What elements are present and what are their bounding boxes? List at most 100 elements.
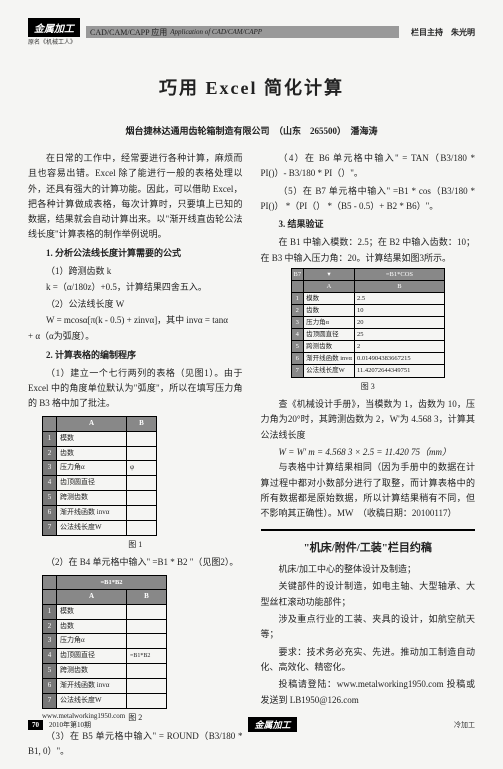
row-num: 7 [43,520,57,535]
footer-url: www.metalworking1950.com [42,712,125,720]
cell-label: 齿顶圆直径 [304,329,355,341]
intro-paragraph: 在日常的工作中，经常要进行各种计算，麻烦而且也容易出错。Excel 除了能进行一… [28,151,243,243]
cell-label: 齿顶圆直径 [57,476,127,491]
lookup-paragraph: 查《机械设计手册》，当模数为 1，齿数为 10，压力角为20°时，其跨测齿数为 … [261,397,476,443]
row-num: 3 [43,461,57,476]
cell-label: 齿数 [57,619,127,634]
row-num: 5 [43,491,57,506]
cell-label: 公法线长度W [57,520,127,535]
conclusion: 与表格中计算结果相同（因为手册中的数据在计算过程中都对小数部分进行了取整，而计算… [261,460,476,521]
cell-label: 跨测齿数 [57,491,127,506]
cell-label: 压力角α [57,634,127,649]
left-column: 在日常的工作中，经常要进行各种计算，麻烦而且也容易出错。Excel 除了能进行一… [28,151,243,761]
cfp-item: 关键部件的设计制造，如电主轴、大型轴承、大型丝杠滚动功能部件； [261,579,476,610]
two-column-body: 在日常的工作中，经常要进行各种计算，麻烦而且也容易出错。Excel 除了能进行一… [28,151,475,761]
cell-val [127,520,157,535]
row-num: 2 [291,305,304,317]
formula-bar: =B1*COS [354,269,444,281]
cell-label: 渐开线函数 invα [304,353,355,365]
brand: 金属加工 原名《机械工人》 [28,18,80,46]
cell-val: 2 [354,341,444,353]
step-1: （1）建立一个七行两列的表格（见图1）。由于 Excel 中的角度单位默认为"弧… [28,366,243,412]
divider [261,529,476,531]
row-num: 5 [291,341,304,353]
row-num: 3 [291,317,304,329]
cell-val [127,679,167,694]
cell-val [127,506,157,521]
logo: 金属加工 [28,18,80,37]
cell-val [127,619,167,634]
cell-val [127,634,167,649]
figure-2-table: =B1*B2 AB 1模数 2齿数 3压力角α 4齿顶圆直径=B1*B2 5跨测… [42,575,167,709]
footer-tail: 冷加工 [454,720,475,730]
step-3: （3）在 B5 单元格中输入" = ROUND（B3/180 * B1, 0）"… [28,729,243,760]
cell-label: 模数 [304,293,355,305]
row-num: 6 [43,679,57,694]
col-header-b: B [127,416,157,431]
section-label: CAD/CAM/CAPP 应用 [90,27,167,38]
cell-val: φ [127,461,157,476]
cell-label: 公法线长度W [304,365,355,377]
row-num: 5 [43,664,57,679]
figure-1-caption: 图 1 [28,538,243,552]
cell-label: 压力角α [304,317,355,329]
cell-label: 齿数 [57,446,127,461]
step-4: （4）在 B6 单元格中输入" = TAN（B3/180 * PI()）- B3… [261,151,476,182]
col-header-a: A [57,416,127,431]
page-header: 金属加工 原名《机械工人》 CAD/CAM/CAPP 应用 Applicatio… [28,18,475,46]
cell-val [127,491,157,506]
section-label-en: Application of CAD/CAM/CAPP [170,28,262,36]
row-num: 7 [43,694,57,709]
step-5: （5）在 B7 单元格中输入" =B1 * cos（B3/180 * PI()）… [261,184,476,215]
cell-label: 模数 [57,604,127,619]
row-num: 2 [43,619,57,634]
row-num: 2 [43,446,57,461]
row-num: 4 [43,649,57,664]
cfp-item: 涉及重点行业的工装、夹具的设计，如航空航天等； [261,612,476,643]
cell-label: 跨测齿数 [304,341,355,353]
verify-paragraph: 在 B1 中输入模数：2.5；在 B2 中输入齿数：10；在 B3 中输入压力角… [261,235,476,266]
cell-val [127,476,157,491]
right-column: （4）在 B6 单元格中输入" = TAN（B3/180 * PI()）- B3… [261,151,476,761]
cell-val: 11.42072644349751 [354,365,444,377]
logo-sub: 原名《机械工人》 [28,37,80,46]
cell-val: 10 [354,305,444,317]
cell-label: 公法线长度W [57,694,127,709]
cfp-contact: 投稿请登陆：www.metalworking1950.com 投稿或发送到 LB… [261,677,476,708]
cell-val: 0.014904383667215 [354,353,444,365]
row-num: 6 [291,353,304,365]
row-num: 1 [43,431,57,446]
cell-val [127,446,157,461]
row-num: 6 [43,506,57,521]
row-num: 3 [43,634,57,649]
cell-val: 2.5 [354,293,444,305]
page-number: 70 [28,720,43,730]
formula-k-label: （1）跨测齿数 k [28,264,243,279]
cell-val [127,664,167,679]
received-date: （收稿日期：20100117） [362,508,456,518]
cell-label: 渐开线函数 invα [57,679,127,694]
formula-w-cont: + α（α为弧度）。 [28,329,243,344]
article-title: 巧用 Excel 简化计算 [28,74,475,100]
section-bar: CAD/CAM/CAPP 应用 Application of CAD/CAM/C… [86,26,399,38]
cfp-item: 机床/加工中心的整体设计及制造； [261,562,476,577]
figure-3-table: B7▾=B1*COS AB 1模数2.5 2齿数10 3压力角α20 4齿顶圆直… [291,268,445,377]
cell-val: 20 [354,317,444,329]
issue-label: 2010年第10期 [49,720,91,730]
step-2: （2）在 B4 单元格中输入" =B1 * B2 "（见图2）。 [28,555,243,570]
section-1-heading: 1. 分析公法线长度计算需要的公式 [28,246,243,261]
cfp-title: "机床/附件/工装"栏目约稿 [261,539,476,558]
cell-val: 25 [354,329,444,341]
cell-label: 跨测齿数 [57,664,127,679]
cell-label: 齿数 [304,305,355,317]
column-host: 栏目主持 朱光明 [403,27,475,38]
row-num: 4 [291,329,304,341]
cell-val [127,431,157,446]
formula-w: W = mcosα[π(k - 0.5) + zinvα]，其中 invα = … [28,313,243,328]
cell-label: 模数 [57,431,127,446]
figure-1-table: AB 1模数 2齿数 3压力角αφ 4齿顶圆直径 5跨测齿数 6渐开线函数 in… [42,416,157,536]
equation: W = W' m = 4.568 3 × 2.5 = 11.420 75（mm） [261,445,476,460]
row-num: 1 [43,604,57,619]
cell-val: =B1*B2 [127,649,167,664]
cell-val [127,604,167,619]
